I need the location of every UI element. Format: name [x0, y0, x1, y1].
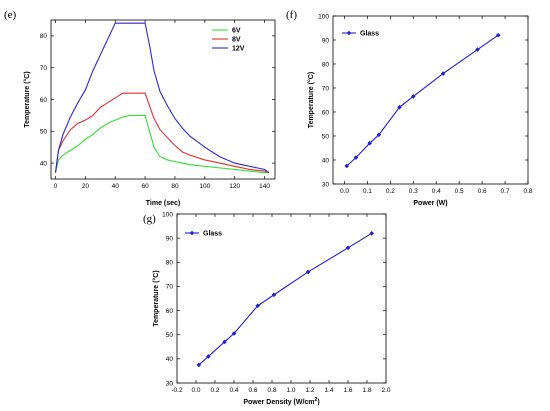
- x-axis-title: Power Density (W/cm2): [243, 397, 319, 406]
- legend-label: 6V: [232, 28, 241, 35]
- y-tick-label: 80: [40, 33, 48, 40]
- y-tick-label: 40: [40, 160, 48, 167]
- x-axis-title: Time (sec): [146, 200, 181, 207]
- x-tick-label: 0.7: [501, 188, 510, 195]
- series-line-glass: [346, 34, 499, 167]
- x-tick-label: 0.0: [191, 387, 200, 394]
- data-point: [222, 339, 227, 345]
- x-tick-label: -0.2: [171, 387, 183, 394]
- y-axis-title: Temperature (°C): [152, 270, 160, 326]
- x-tick-label: 1.4: [324, 387, 333, 394]
- data-point: [344, 163, 350, 169]
- y-axis-title: Temperature (°C): [307, 72, 315, 128]
- x-tick-label: 0: [54, 183, 58, 190]
- y-tick-label: 50: [166, 332, 174, 339]
- x-tick-label: 1.0: [286, 387, 295, 394]
- y-tick-label: 40: [166, 356, 174, 363]
- data-point: [271, 292, 277, 298]
- x-tick-label: 100: [199, 183, 210, 190]
- data-point: [231, 331, 237, 336]
- x-tick-label: 20: [82, 183, 90, 190]
- data-point: [440, 71, 446, 76]
- data-point: [305, 269, 311, 275]
- x-tick-label: 1.6: [343, 387, 352, 394]
- x-tick-label: 0.5: [455, 188, 464, 195]
- x-tick-label: 0.8: [267, 387, 276, 394]
- data-point: [410, 94, 416, 99]
- x-tick-label: 80: [171, 183, 179, 190]
- data-point: [206, 354, 211, 359]
- data-point: [475, 47, 480, 52]
- data-point: [369, 231, 375, 236]
- y-tick-label: 40: [322, 157, 330, 164]
- data-point: [376, 132, 382, 138]
- series-line-12v: [54, 22, 270, 174]
- y-tick-label: 60: [166, 308, 174, 315]
- x-tick-label: 140: [259, 183, 270, 190]
- y-tick-label: 60: [322, 109, 330, 116]
- data-point: [353, 155, 359, 160]
- chart-f: 0.0 0.1 0.2 0.3 0.4 0.5 0.6 0.7 0.8 30 40 50 60 70 80 9…: [307, 13, 533, 207]
- x-tick-label: 0.2: [210, 387, 219, 394]
- y-tick-label: 50: [322, 133, 330, 140]
- x-tick-label: 1.2: [305, 387, 314, 394]
- x-tick-label: 0.4: [432, 188, 441, 195]
- y-tick-label: 80: [322, 61, 330, 68]
- x-tick-label: 0.4: [229, 387, 238, 394]
- panel-label-g: (g): [143, 213, 156, 225]
- y-tick-label: 30: [322, 181, 330, 188]
- x-tick-label: 0.2: [386, 188, 395, 195]
- y-tick-label: 90: [322, 37, 330, 44]
- x-tick-label: 0.6: [478, 188, 487, 195]
- x-tick-label: 1.8: [362, 387, 371, 394]
- x-tick-label: 120: [229, 183, 240, 190]
- legend-label: Glass: [203, 231, 222, 238]
- y-tick-label: 30: [166, 380, 174, 387]
- x-tick-label: 0.6: [248, 387, 257, 394]
- series-line-8v: [54, 92, 270, 174]
- y-tick-label: 90: [166, 235, 174, 242]
- legend-marker: [346, 30, 352, 36]
- data-point: [255, 303, 261, 309]
- y-tick-label: 100: [162, 211, 173, 218]
- data-point: [345, 245, 351, 251]
- x-tick-label: 0.0: [340, 188, 349, 195]
- legend-label: 12V: [232, 46, 245, 53]
- y-tick-label: 60: [40, 97, 48, 104]
- x-tick-label: 40: [112, 183, 120, 190]
- data-point: [367, 140, 373, 146]
- legend-marker: [189, 230, 195, 236]
- chart-e: 0 20 40 60 80 100 120 140 40 50 60 70 80 Time (sec) Te…: [23, 19, 276, 207]
- x-tick-label: 2.0: [381, 387, 390, 394]
- x-tick-label: 0.3: [409, 188, 418, 195]
- data-point: [495, 32, 501, 38]
- data-point: [196, 362, 202, 368]
- x-axis-title: Power (W): [413, 200, 447, 207]
- series-line-glass: [198, 232, 373, 366]
- plot-frame: [50, 19, 276, 180]
- x-tick-label: 0.1: [363, 188, 372, 195]
- data-point: [397, 104, 402, 110]
- y-tick-label: 70: [322, 85, 330, 92]
- y-tick-label: 70: [166, 284, 174, 291]
- series-line-6v: [54, 114, 270, 174]
- x-tick-label: 60: [141, 183, 149, 190]
- plot-frame: [332, 15, 529, 185]
- legend-label: Glass: [360, 31, 379, 38]
- panel-label-e: (e): [4, 9, 17, 21]
- y-tick-label: 100: [318, 13, 329, 20]
- x-tick-label: 0.8: [523, 188, 532, 195]
- y-tick-label: 80: [166, 260, 174, 267]
- panel-label-f: (f): [286, 9, 297, 21]
- y-tick-label: 70: [40, 65, 48, 72]
- y-axis-title: Temperature (°C): [23, 71, 31, 127]
- plot-frame: [176, 213, 387, 384]
- chart-g: -0.2 0.0 0.2 0.4 0.6 0.8 1.0 1.2 1.4 1.6 1.8 2.0 30 4…: [152, 211, 391, 406]
- legend-label: 8V: [232, 37, 241, 44]
- y-tick-label: 50: [40, 129, 48, 136]
